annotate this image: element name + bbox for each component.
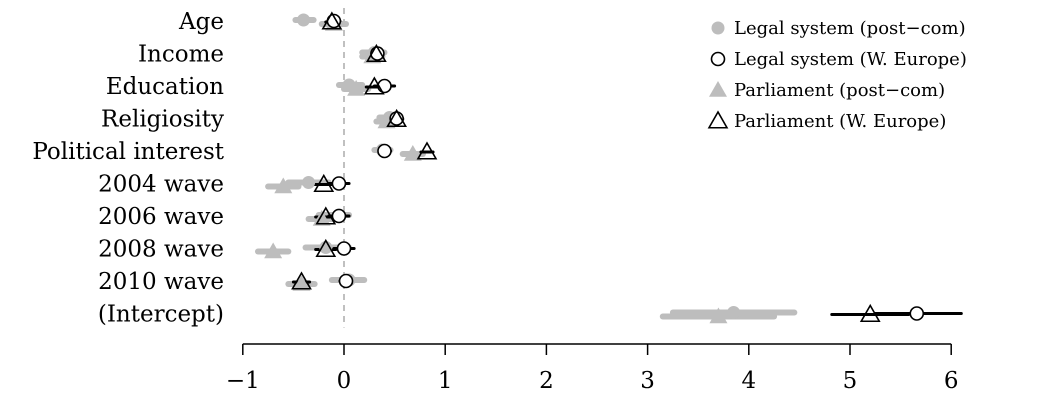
point-parliament-w-europe-2010-wave bbox=[291, 271, 312, 290]
row-label-religiosity: Religiosity bbox=[101, 107, 224, 133]
x-tick-label-4: 3 bbox=[640, 368, 655, 394]
row-label-age: Age bbox=[178, 9, 224, 35]
row-label-education: Education bbox=[106, 74, 224, 100]
point-parliament-post-com-political-interest bbox=[403, 145, 422, 161]
x-tick-label-7: 6 bbox=[944, 368, 959, 394]
legend-label-parliament-post-com: Parliament (post−com) bbox=[734, 80, 945, 101]
legend-marker-parliament-post-com bbox=[709, 81, 727, 97]
point-parliament-post-com-2008-wave bbox=[264, 242, 283, 259]
point-parliament-post-com-2010-wave bbox=[292, 275, 311, 291]
point-parliament-w-europe-education bbox=[363, 76, 385, 95]
point-parliament-w-europe-religiosity bbox=[386, 108, 408, 128]
point-parliament-w-europe-political-interest bbox=[416, 141, 438, 160]
legend-marker-parliament-w-europe bbox=[707, 110, 729, 129]
point-legal-system-post-com-2004-wave bbox=[302, 176, 316, 189]
point-parliament-w-europe-2008-wave bbox=[315, 238, 337, 258]
row-label-2008-wave: 2008 wave bbox=[98, 237, 224, 263]
point-parliament-post-com-education bbox=[347, 80, 366, 96]
point-legal-system-w-europe-intercept bbox=[909, 306, 925, 321]
legend-label-legal-system-post-com: Legal system (post−com) bbox=[734, 18, 966, 39]
legend: Legal system (post−com) Legal system (W. … bbox=[707, 18, 967, 132]
x-tick-label-2: 1 bbox=[438, 368, 453, 394]
point-legal-system-w-europe-2008-wave bbox=[336, 241, 352, 256]
row-label-2010-wave: 2010 wave bbox=[98, 269, 224, 295]
row-label-2004-wave: 2004 wave bbox=[98, 172, 224, 198]
row-label-2006-wave: 2006 wave bbox=[98, 204, 224, 230]
legend-label-parliament-w-europe: Parliament (W. Europe) bbox=[734, 111, 946, 132]
row-label-political-interest: Political interest bbox=[32, 139, 224, 165]
point-legal-system-w-europe-2010-wave bbox=[338, 273, 354, 289]
point-legal-system-post-com-intercept bbox=[727, 306, 741, 319]
x-tick-label-6: 5 bbox=[843, 368, 858, 394]
legend-marker-legal-system-w-europe bbox=[710, 51, 726, 67]
point-parliament-w-europe-intercept bbox=[859, 303, 881, 323]
row-label-intercept: (Intercept) bbox=[98, 302, 224, 328]
x-tick-label-1: 0 bbox=[337, 368, 352, 394]
point-legal-system-w-europe-2006-wave bbox=[331, 208, 347, 224]
point-legal-system-w-europe-2004-wave bbox=[331, 176, 347, 191]
legend-marker-legal-system-post-com bbox=[711, 21, 725, 35]
x-tick-label-5: 4 bbox=[741, 368, 756, 394]
point-legal-system-w-europe-political-interest bbox=[377, 143, 392, 159]
point-parliament-w-europe-income bbox=[366, 43, 387, 63]
x-tick-label-3: 2 bbox=[539, 368, 554, 394]
point-parliament-post-com-2004-wave bbox=[274, 177, 293, 194]
points-layer bbox=[264, 11, 925, 324]
point-parliament-post-com-religiosity bbox=[377, 112, 396, 129]
x-axis: −1 0 1 2 3 4 5 6 bbox=[226, 343, 959, 394]
point-parliament-post-com-intercept bbox=[709, 307, 728, 324]
row-labels-layer: Age Income Education Religiosity Political i… bbox=[32, 9, 224, 328]
point-parliament-w-europe-2006-wave bbox=[315, 206, 337, 225]
point-parliament-w-europe-age bbox=[321, 11, 343, 30]
legend-label-legal-system-w-europe: Legal system (W. Europe) bbox=[734, 49, 967, 70]
point-legal-system-post-com-age bbox=[297, 13, 311, 27]
point-parliament-w-europe-2004-wave bbox=[313, 173, 335, 193]
row-label-income: Income bbox=[138, 42, 224, 68]
x-tick-label-0: −1 bbox=[226, 368, 260, 394]
point-legal-system-post-com-2008-wave bbox=[319, 241, 333, 254]
